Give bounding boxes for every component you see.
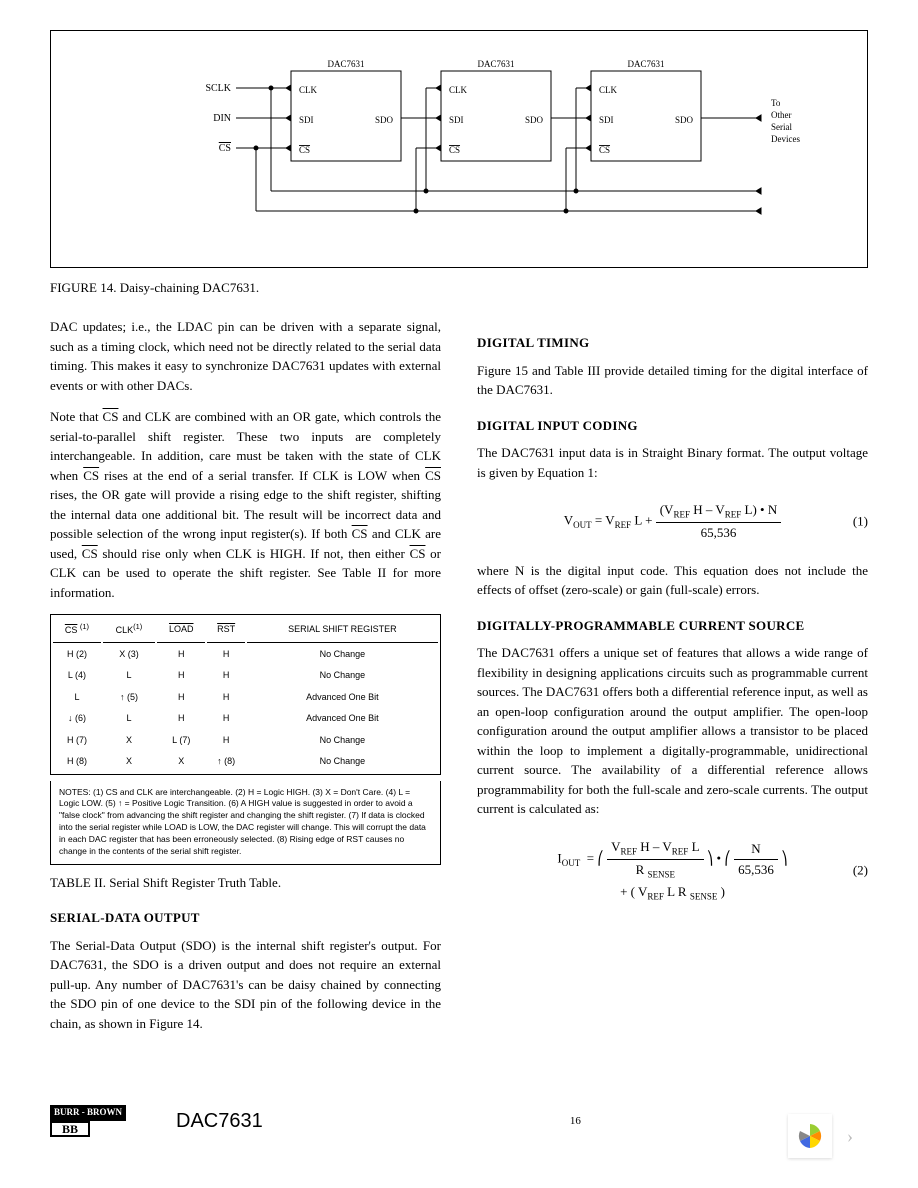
para-dic2: where N is the digital input code. This …: [477, 561, 868, 600]
label-din: DIN: [213, 113, 231, 124]
flower-icon[interactable]: [788, 1114, 832, 1158]
svg-text:DAC7631: DAC7631: [327, 59, 364, 69]
table-row: H (2)X (3)HHNo Change: [53, 645, 438, 665]
part-number: DAC7631: [176, 1106, 263, 1136]
svg-text:SDI: SDI: [449, 115, 464, 125]
svg-text:DAC7631: DAC7631: [477, 59, 514, 69]
svg-text:CLK: CLK: [449, 85, 468, 95]
table-row: L (4)LHHNo Change: [53, 666, 438, 686]
svg-text:SDO: SDO: [675, 115, 694, 125]
corner-widget[interactable]: ›: [788, 1114, 868, 1158]
table-caption: TABLE II. Serial Shift Register Truth Ta…: [50, 873, 441, 893]
heading-sdo: SERIAL-DATA OUTPUT: [50, 908, 441, 928]
heading-digital-timing: DIGITAL TIMING: [477, 333, 868, 353]
svg-text:CLK: CLK: [299, 85, 318, 95]
svg-text:SDO: SDO: [375, 115, 394, 125]
label-cs-in: CS: [219, 143, 231, 154]
heading-dpcs: DIGITALLY-PROGRAMMABLE CURRENT SOURCE: [477, 616, 868, 636]
svg-text:CLK: CLK: [599, 85, 618, 95]
right-column: DIGITAL TIMING Figure 15 and Table III p…: [477, 317, 868, 1045]
truth-table: CS (1) CLK(1) LOAD RST SERIAL SHIFT REGI…: [50, 614, 441, 775]
left-column: DAC updates; i.e., the LDAC pin can be d…: [50, 317, 441, 1045]
figure-14: SCLK DIN CS DAC7631 CLK SDI CS SDO DAC76…: [50, 30, 868, 268]
para-dac-updates: DAC updates; i.e., the LDAC pin can be d…: [50, 317, 441, 395]
svg-text:CS: CS: [599, 145, 610, 155]
equation-1: VOUT = VREF L + (VREF H – VREF L) • N 65…: [477, 500, 868, 543]
svg-text:Devices: Devices: [771, 134, 800, 144]
svg-text:DAC7631: DAC7631: [627, 59, 664, 69]
svg-text:CS: CS: [449, 145, 460, 155]
heading-digital-input-coding: DIGITAL INPUT CODING: [477, 416, 868, 436]
para-dic: The DAC7631 input data is in Straight Bi…: [477, 443, 868, 482]
equation-2: IOUT = ⎛ VREF H – VREF L R SENSE ⎞ • ⎛ N…: [477, 837, 868, 904]
footer: BURR - BROWN BB DAC7631 16: [50, 1105, 868, 1137]
table-row: H (8)XX↑ (8)No Change: [53, 752, 438, 772]
para-cs-clk: Note that CS and CLK are combined with a…: [50, 407, 441, 602]
svg-text:SDO: SDO: [525, 115, 544, 125]
table-row: H (7)XL (7)HNo Change: [53, 731, 438, 751]
svg-text:SDI: SDI: [599, 115, 614, 125]
daisy-chain-diagram: SCLK DIN CS DAC7631 CLK SDI CS SDO DAC76…: [61, 51, 861, 241]
svg-text:CS: CS: [299, 145, 310, 155]
table-notes: NOTES: (1) CS and CLK are interchangeabl…: [50, 781, 441, 865]
svg-text:Serial: Serial: [771, 122, 792, 132]
svg-text:Other: Other: [771, 110, 792, 120]
figure-caption: FIGURE 14. Daisy-chaining DAC7631.: [50, 278, 868, 298]
page-number: 16: [283, 1113, 868, 1130]
svg-text:To: To: [771, 98, 781, 108]
para-digital-timing: Figure 15 and Table III provide detailed…: [477, 361, 868, 400]
table-row: ↓ (6)LHHAdvanced One Bit: [53, 709, 438, 729]
chevron-right-icon[interactable]: ›: [832, 1114, 868, 1158]
label-sclk: SCLK: [205, 83, 231, 94]
brand-logo: BURR - BROWN BB: [50, 1105, 126, 1137]
svg-text:SDI: SDI: [299, 115, 314, 125]
table-row: L↑ (5)HHAdvanced One Bit: [53, 688, 438, 708]
para-sdo: The Serial-Data Output (SDO) is the inte…: [50, 936, 441, 1034]
para-dpcs: The DAC7631 offers a unique set of featu…: [477, 643, 868, 819]
